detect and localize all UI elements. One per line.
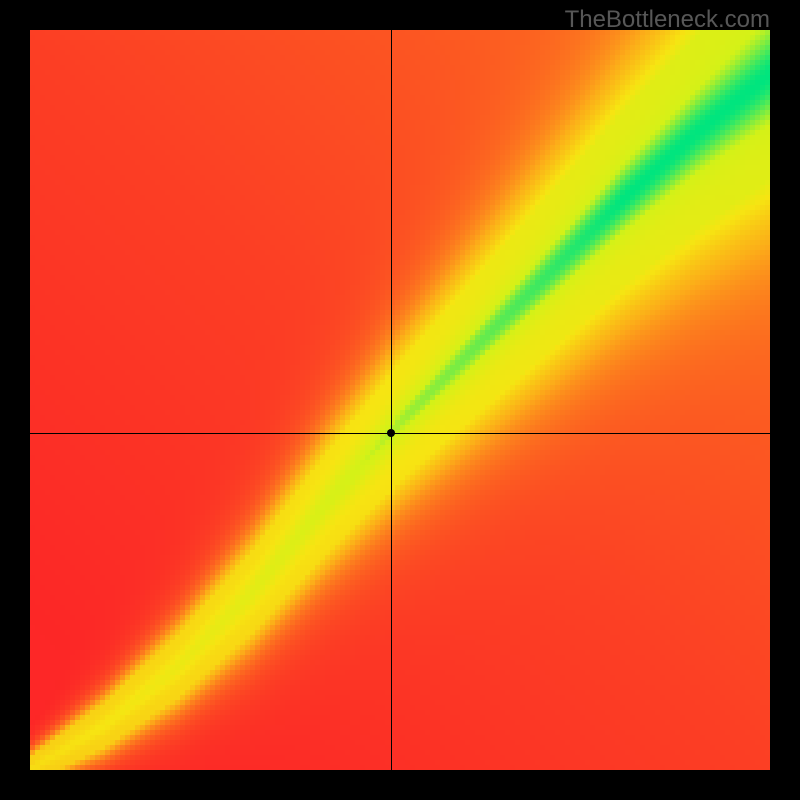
- bottleneck-heatmap: [30, 30, 770, 770]
- chart-container: TheBottleneck.com: [0, 0, 800, 800]
- watermark-text: TheBottleneck.com: [565, 6, 770, 34]
- crosshair-horizontal: [30, 433, 770, 434]
- crosshair-vertical: [391, 30, 392, 770]
